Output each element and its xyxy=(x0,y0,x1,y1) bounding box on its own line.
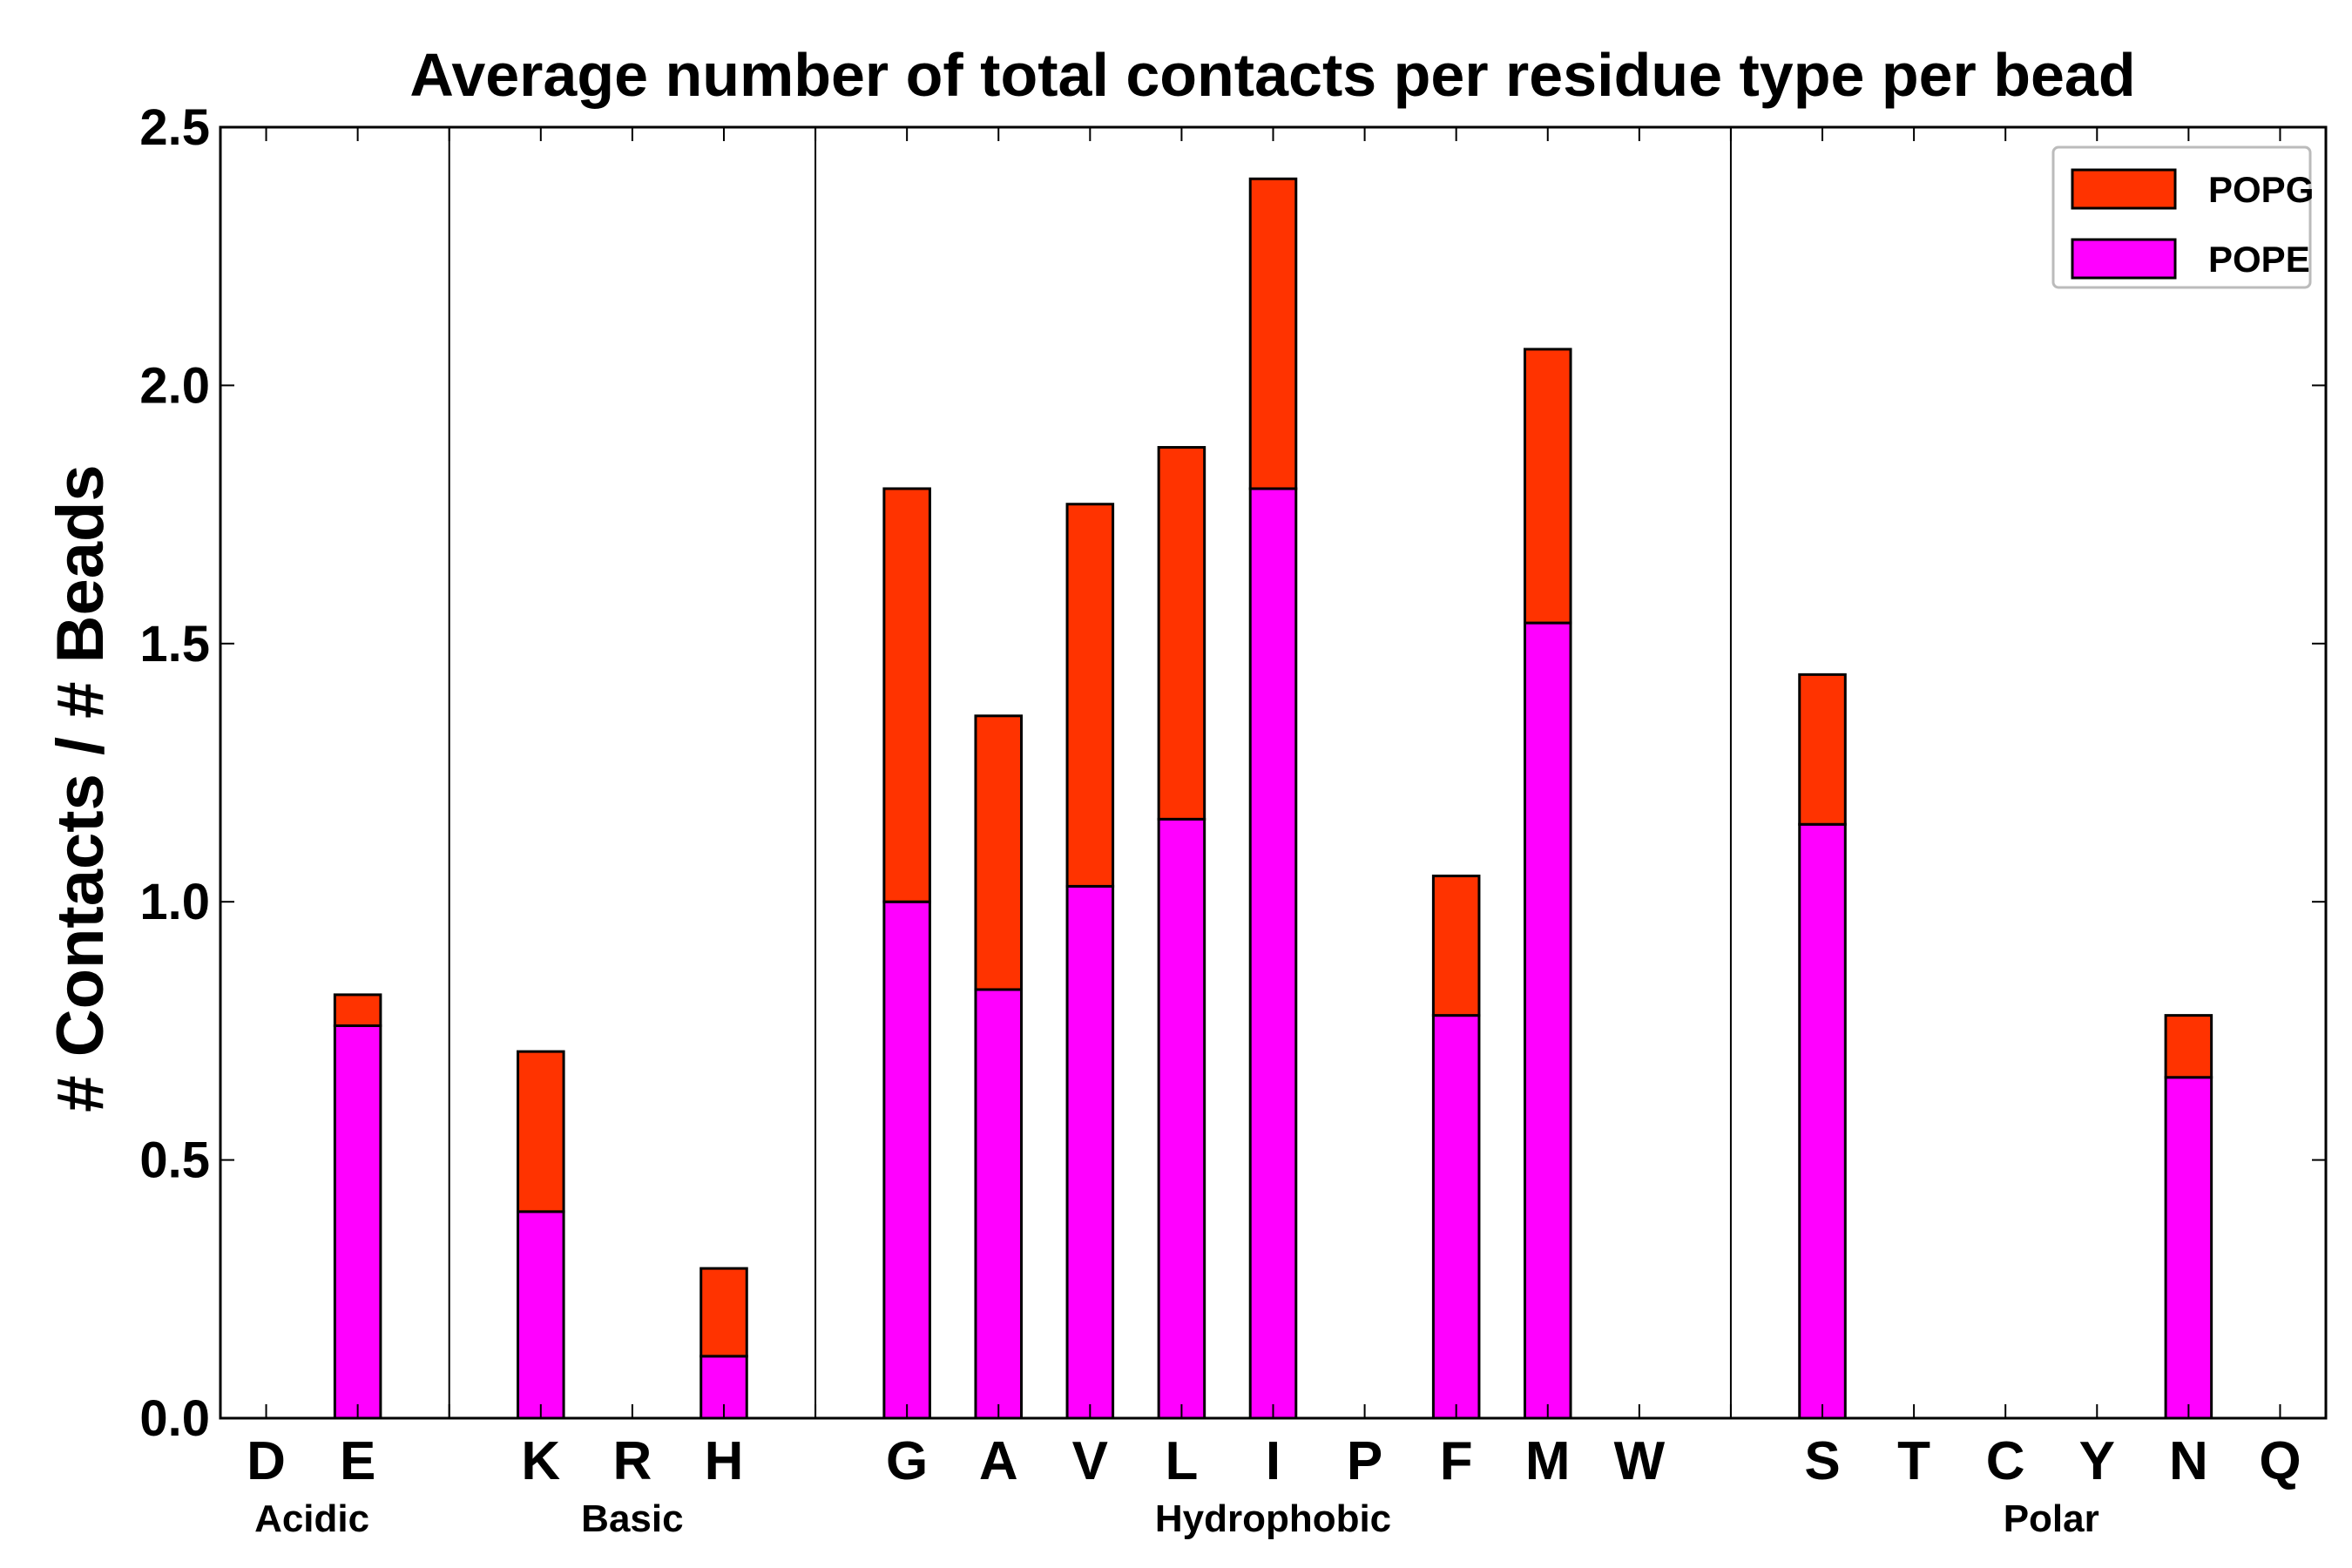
bar-popg-E xyxy=(333,993,382,1027)
bar-pope-A xyxy=(974,988,1024,1420)
x-tick-label: L xyxy=(1165,1431,1198,1491)
group-label: Basic xyxy=(581,1497,683,1540)
y-tick-label: 0.5 xyxy=(139,1132,210,1189)
x-tick-label: W xyxy=(1614,1431,1666,1491)
x-tick-label: V xyxy=(1072,1431,1108,1491)
x-tick-label: E xyxy=(340,1431,375,1491)
x-tick-label: Q xyxy=(2259,1431,2301,1491)
x-tick-label: D xyxy=(247,1431,286,1491)
x-tick-label: G xyxy=(886,1431,928,1491)
x-tick-label: I xyxy=(1266,1431,1281,1491)
x-tick-label: C xyxy=(1986,1431,2025,1491)
bar-popg-H xyxy=(700,1267,748,1358)
bar-popg-I xyxy=(1248,177,1298,490)
y-tick-label: 2.0 xyxy=(139,357,210,414)
y-tick-label: 1.5 xyxy=(139,616,210,672)
bar-popg-A xyxy=(974,714,1024,991)
x-tick-label: T xyxy=(1897,1431,1930,1491)
bar-pope-I xyxy=(1248,487,1298,1420)
legend-swatch-popg xyxy=(2071,168,2177,210)
x-tick-label: R xyxy=(613,1431,652,1491)
bar-pope-S xyxy=(1798,822,1847,1420)
legend-label-popg: POPG xyxy=(2208,169,2314,210)
x-tick-label: Y xyxy=(2079,1431,2115,1491)
group-label: Hydrophobic xyxy=(1155,1497,1391,1540)
bar-popg-N xyxy=(2164,1014,2213,1079)
x-tick-label: M xyxy=(1525,1431,1571,1491)
legend-swatch-pope xyxy=(2071,238,2177,280)
bar-popg-L xyxy=(1157,446,1206,821)
bar-pope-F xyxy=(1431,1014,1481,1420)
bar-pope-N xyxy=(2164,1076,2213,1420)
bar-pope-L xyxy=(1157,817,1206,1420)
bar-popg-S xyxy=(1798,672,1847,826)
x-tick-label: S xyxy=(1804,1431,1840,1491)
bar-popg-K xyxy=(517,1050,565,1213)
bar-pope-E xyxy=(333,1024,382,1420)
x-tick-label: N xyxy=(2169,1431,2208,1491)
chart-title: Average number of total contacts per res… xyxy=(409,41,2135,109)
group-label: Acidic xyxy=(254,1497,369,1540)
bar-popg-V xyxy=(1065,503,1115,888)
x-tick-label: P xyxy=(1347,1431,1382,1491)
x-tick-label: K xyxy=(521,1431,560,1491)
y-tick-label: 0.0 xyxy=(139,1390,210,1447)
x-tick-label: H xyxy=(705,1431,744,1491)
bar-pope-V xyxy=(1065,884,1115,1420)
x-tick-label: A xyxy=(979,1431,1018,1491)
x-tick-label: F xyxy=(1440,1431,1473,1491)
bar-pope-G xyxy=(882,900,931,1420)
y-tick-label: 2.5 xyxy=(139,99,210,156)
plot-area: 0.0 0.5 1.0 1.5 2.0 2.5 D E K R H G A V L I P F M W S T C Y N Q Ac… xyxy=(139,99,2328,1540)
bar-popg-G xyxy=(882,487,931,903)
bar-popg-M xyxy=(1523,348,1572,625)
y-tick-label: 1.0 xyxy=(139,874,210,930)
bar-popg-F xyxy=(1431,875,1481,1017)
y-axis-label: # Contacts / # Beads xyxy=(44,464,118,1112)
bar-pope-K xyxy=(517,1210,565,1420)
group-label: Polar xyxy=(2004,1497,2099,1540)
legend-label-pope: POPE xyxy=(2208,239,2310,280)
bar-pope-M xyxy=(1523,621,1572,1420)
